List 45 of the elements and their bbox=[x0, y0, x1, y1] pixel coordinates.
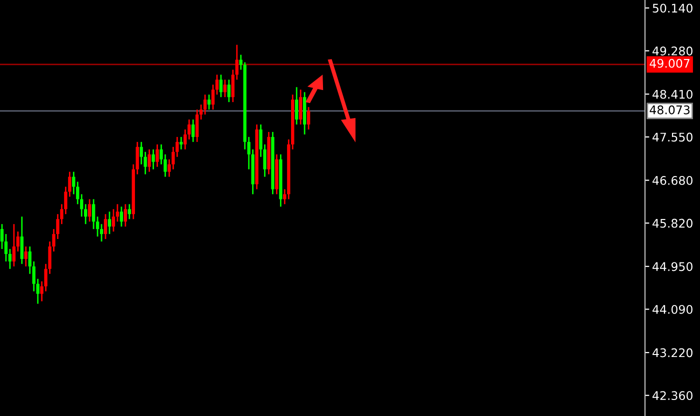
candlestick bbox=[211, 84, 215, 110]
candlestick bbox=[4, 233, 8, 262]
y-tick-label: 43.220 bbox=[652, 348, 692, 358]
candlestick bbox=[306, 106, 310, 130]
y-tick-label: 44.090 bbox=[652, 304, 692, 314]
candlestick bbox=[124, 203, 128, 228]
ref-line-label: 49.007 bbox=[650, 58, 690, 68]
candlestick bbox=[116, 203, 120, 222]
candlestick bbox=[295, 86, 298, 126]
y-tick-label: 50.140 bbox=[652, 4, 692, 13]
candlestick bbox=[148, 148, 151, 172]
candlestick bbox=[299, 88, 302, 126]
candlestick bbox=[8, 248, 12, 270]
candlestick bbox=[219, 74, 223, 98]
candlestick bbox=[92, 198, 96, 230]
ref-line-label: 48.073 bbox=[650, 105, 690, 114]
y-tick-label: 48.410 bbox=[652, 90, 692, 99]
candlestick bbox=[0, 223, 4, 250]
candlestick bbox=[180, 136, 183, 150]
candlestick bbox=[152, 148, 155, 170]
y-tick-label: 49.280 bbox=[652, 46, 692, 56]
candlestick bbox=[156, 144, 159, 168]
y-tick-label: 42.360 bbox=[652, 391, 692, 400]
candlestick bbox=[192, 118, 195, 143]
candlestick bbox=[100, 223, 104, 242]
candlestick bbox=[227, 78, 231, 103]
candlestick bbox=[215, 74, 219, 96]
y-tick-label: 46.680 bbox=[652, 176, 692, 185]
candlestick bbox=[24, 246, 28, 268]
candlestick bbox=[108, 210, 112, 235]
candlestick bbox=[20, 216, 24, 265]
candlestick bbox=[195, 108, 199, 143]
y-tick-label: 45.820 bbox=[652, 218, 692, 228]
candlestick bbox=[184, 128, 187, 150]
candlestick bbox=[128, 203, 131, 220]
candlestick bbox=[88, 198, 92, 222]
y-tick-label: 44.950 bbox=[652, 262, 692, 272]
candlestick bbox=[223, 78, 227, 98]
y-tick-label: 47.550 bbox=[652, 132, 692, 142]
candlestick bbox=[207, 94, 211, 110]
candlestick bbox=[203, 94, 207, 116]
candlestick bbox=[104, 213, 108, 240]
candlestick bbox=[12, 223, 16, 268]
candlestick bbox=[120, 206, 124, 228]
candlestick bbox=[112, 208, 116, 232]
